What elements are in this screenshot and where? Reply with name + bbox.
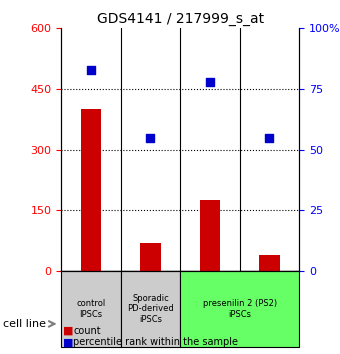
- Bar: [81, 109, 101, 271]
- Text: presenilin 2 (PS2)
iPSCs: presenilin 2 (PS2) iPSCs: [203, 299, 277, 319]
- Point: [267, 135, 272, 141]
- Text: cell line: cell line: [3, 319, 46, 329]
- Point: [207, 79, 213, 85]
- Point: [88, 67, 94, 73]
- Text: ■: ■: [63, 326, 73, 336]
- Text: control
IPSCs: control IPSCs: [76, 299, 106, 319]
- Bar: [200, 200, 220, 271]
- FancyBboxPatch shape: [121, 271, 180, 347]
- Title: GDS4141 / 217999_s_at: GDS4141 / 217999_s_at: [97, 12, 264, 26]
- Text: ■: ■: [63, 337, 73, 347]
- Bar: [259, 255, 280, 271]
- Text: Sporadic
PD-derived
iPSCs: Sporadic PD-derived iPSCs: [127, 294, 174, 324]
- FancyBboxPatch shape: [61, 271, 121, 347]
- Text: count: count: [73, 326, 101, 336]
- Point: [148, 135, 153, 141]
- FancyBboxPatch shape: [180, 271, 299, 347]
- Bar: [140, 243, 161, 271]
- Text: percentile rank within the sample: percentile rank within the sample: [73, 337, 238, 347]
